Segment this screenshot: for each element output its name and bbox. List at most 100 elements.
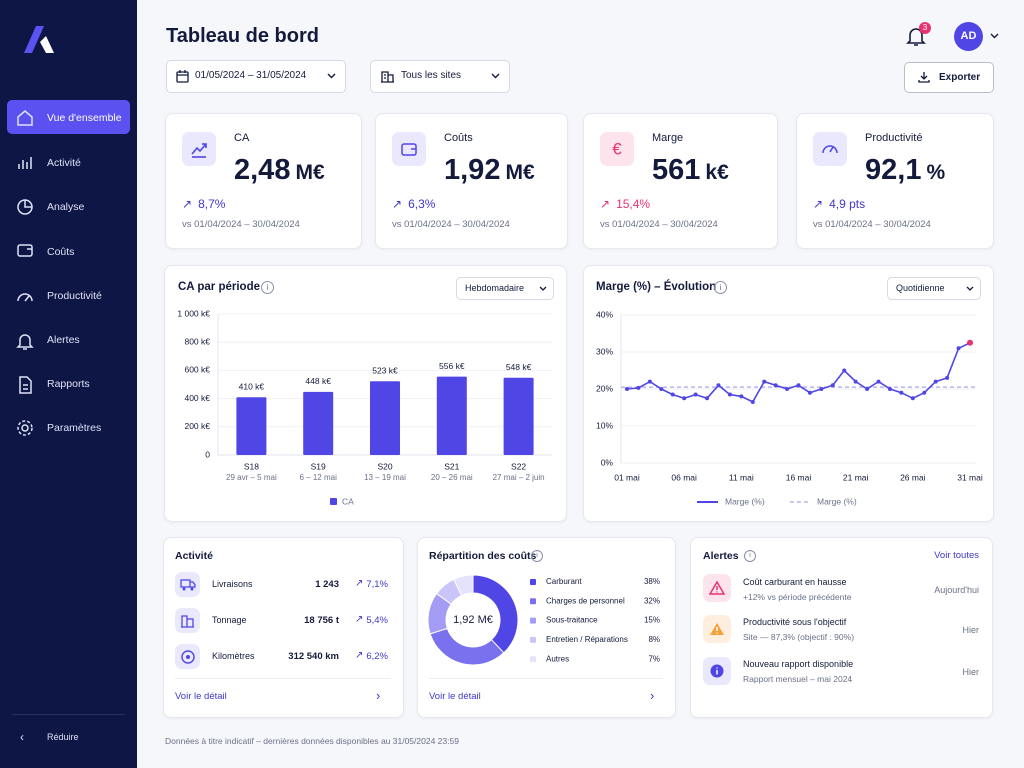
kpi-unit: k€ [705, 161, 729, 184]
activity-icon [175, 644, 200, 669]
page-title: Tableau de bord [166, 25, 319, 47]
period-select[interactable]: Quotidienne [887, 277, 981, 300]
building-icon [381, 71, 394, 83]
collapse-button[interactable]: Réduire [47, 732, 79, 742]
line-chart-card: Marge (%) – Évolution i Quotidienne [583, 265, 994, 522]
nav-item[interactable]: Alertes [47, 334, 80, 346]
notification-badge: 3 [919, 22, 931, 34]
kpi-card: € Marge 561 k€ ↗ 15,4% vs 01/04/2024 – 30/04/2… [583, 113, 778, 249]
nav-active[interactable] [7, 100, 130, 134]
activity-value: 312 540 km [288, 651, 339, 662]
kpi-compare: vs 01/04/2024 – 30/04/2024 [600, 219, 718, 230]
separator [429, 678, 663, 679]
costs-card: Répartition des coûts i Voir le détail › [417, 537, 676, 718]
alert-detail: Rapport mensuel – mai 2024 [743, 674, 853, 684]
footer-note: Données à titre indicatif – dernières do… [165, 736, 459, 746]
see-all-link[interactable]: Voir toutes [934, 550, 979, 561]
notification-bell[interactable] [906, 26, 926, 48]
activity-glyph [180, 649, 195, 664]
kpi-change: ↗ 8,7% [182, 198, 225, 210]
kpi-label: Marge [652, 132, 684, 144]
warning-glyph [709, 581, 725, 595]
kpi-value-row: 2,48 M€ [234, 156, 325, 185]
alert-title: Nouveau rapport disponible [743, 659, 854, 669]
kpi-unit: % [926, 161, 946, 184]
alert-time: Aujourd'hui [934, 585, 979, 595]
kpi-value-row: 561 k€ [652, 156, 729, 185]
kpi-change-value: 6,3% [408, 197, 436, 211]
trend-arrow: ↗ [392, 197, 403, 211]
kpi-card: CA 2,48 M€ ↗ 8,7% vs 01/04/2024 – 30/04/2024 [165, 113, 362, 249]
alert-icon [703, 574, 731, 602]
kpi-card: Coûts 1,92 M€ ↗ 6,3% vs 01/04/2024 – 30/04/20… [375, 113, 568, 249]
nav-item[interactable]: Coûts [47, 246, 75, 258]
kpi-glyph [191, 143, 207, 158]
separator [12, 714, 125, 715]
nav-item[interactable]: Rapports [47, 378, 90, 390]
trend-arrow: ↗ [600, 197, 611, 211]
nav-item[interactable]: Vue d'ensemble [47, 112, 122, 124]
kpi-label: CA [234, 132, 250, 144]
nav-item[interactable]: Analyse [47, 201, 85, 213]
card-title: Activité [175, 550, 213, 562]
date-select[interactable]: 01/05/2024 – 31/05/2024 [166, 60, 346, 93]
card-title: Alertes [703, 550, 739, 562]
alert-title: Coût carburant en hausse [743, 577, 847, 587]
kpi-icon [182, 132, 216, 166]
kpi-card: Productivité 92,1% ↗ 4,9 pts vs 01/04/2024 –… [796, 113, 994, 249]
calendar-icon [176, 70, 189, 83]
export-button[interactable]: Exporter [904, 62, 994, 93]
alerts-card: Alertes i Voir toutes Coût carburant en … [690, 537, 993, 718]
info-icon[interactable]: i [744, 550, 756, 562]
trend-arrow: ↗ [355, 614, 364, 625]
chart-title: Répartition des coûts [429, 550, 537, 562]
kpi-unit: M€ [295, 161, 325, 184]
kpi-change-value: 4,9 pts [829, 197, 866, 211]
chevron [491, 73, 500, 79]
link-chevron[interactable]: › [650, 688, 655, 703]
kpi-value: 2,48 [234, 154, 291, 186]
trend-arrow: ↗ [813, 197, 824, 211]
warning-glyph [710, 623, 724, 635]
nav-item[interactable]: Paramètres [47, 422, 102, 434]
kpi-compare: vs 01/04/2024 – 30/04/2024 [182, 219, 300, 230]
kpi-value-row: 92,1% [865, 156, 945, 185]
alert-time: Hier [962, 625, 979, 635]
nav-item[interactable]: Productivité [47, 290, 102, 302]
alert-icon [703, 615, 731, 643]
alert-icon [703, 657, 731, 685]
sidebar: Vue d'ensemble Activité Analyse Coûts Pr… [0, 0, 137, 768]
activity-value: 18 756 t [304, 615, 339, 626]
kpi-unit: M€ [505, 161, 535, 184]
chevron [966, 286, 974, 291]
avatar-chevron[interactable] [990, 33, 999, 39]
avatar[interactable]: AD [954, 22, 983, 51]
period-value: Hebdomadaire [465, 283, 525, 293]
alert-detail: +12% vs période précédente [743, 592, 852, 602]
kpi-change: ↗ 4,9 pts [813, 198, 865, 210]
site-select[interactable]: Tous les sites [370, 60, 510, 93]
nav-item[interactable]: Activité [47, 157, 81, 169]
period-select[interactable]: Hebdomadaire [456, 277, 554, 300]
detail-link[interactable]: Voir le détail [429, 691, 481, 702]
info-icon[interactable]: i [714, 281, 727, 294]
chevron [327, 73, 336, 79]
activity-icon [175, 572, 200, 597]
download-icon [918, 72, 930, 83]
info-glyph [710, 664, 724, 678]
info-icon[interactable]: i [261, 281, 274, 294]
link-chevron[interactable]: › [376, 688, 381, 703]
kpi-compare: vs 01/04/2024 – 30/04/2024 [813, 219, 931, 230]
nav-icons [16, 110, 34, 436]
date-range: 01/05/2024 – 31/05/2024 [195, 70, 307, 81]
activity-icon [175, 608, 200, 633]
alert-time: Hier [962, 667, 979, 677]
activity-label: Kilomètres [212, 651, 255, 661]
info-icon[interactable]: i [531, 550, 543, 562]
detail-link[interactable]: Voir le détail [175, 691, 227, 702]
period-value: Quotidienne [896, 283, 945, 293]
collapse-icon[interactable]: ‹ [20, 730, 24, 744]
kpi-glyph: € [612, 140, 622, 158]
svg-text:€: € [612, 140, 622, 158]
site-name: Tous les sites [401, 70, 462, 81]
